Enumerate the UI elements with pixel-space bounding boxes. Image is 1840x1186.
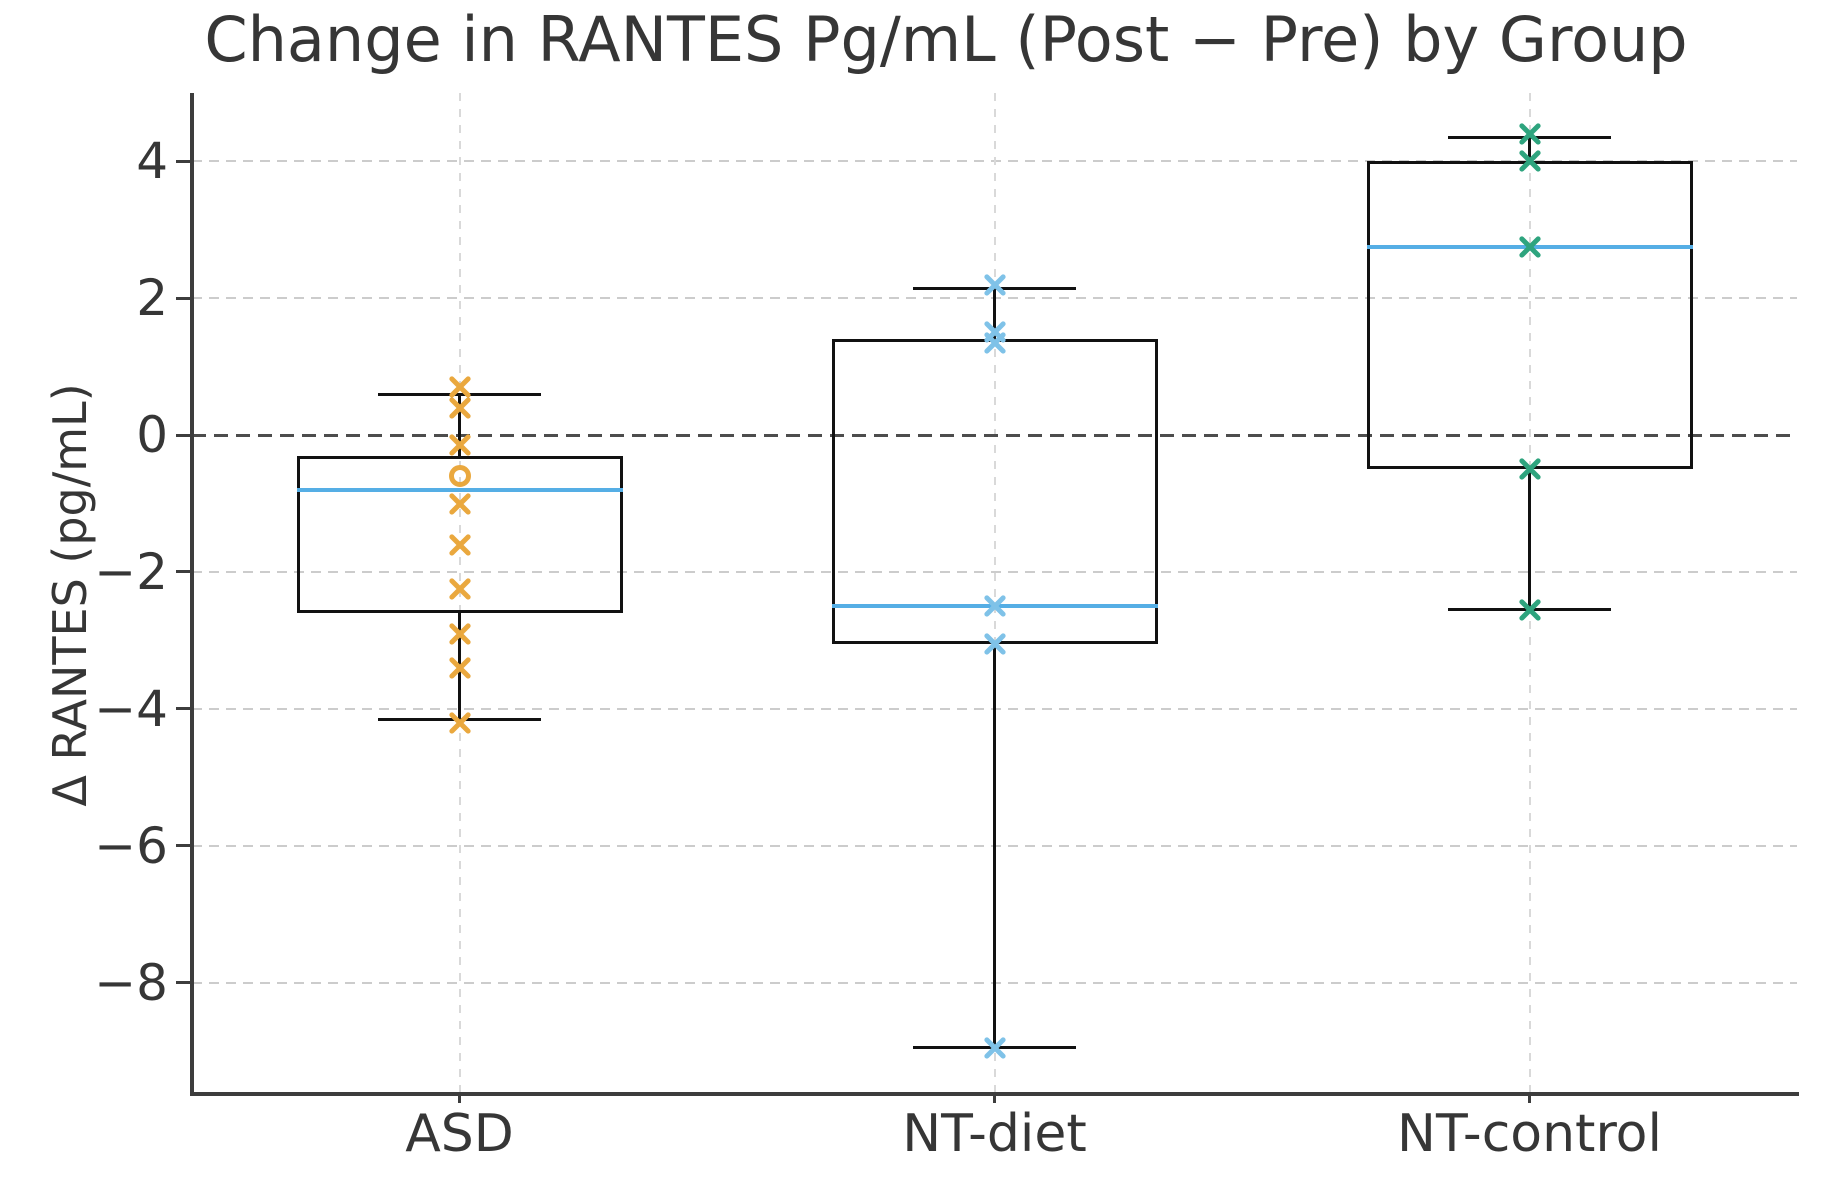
data-point-x-asd-4	[449, 534, 471, 556]
data-point-x-nt-control-0	[1519, 123, 1541, 145]
y-tick-label-2: 2	[136, 269, 168, 328]
x-tick-label-nt-control: NT-control	[1397, 1104, 1662, 1164]
data-point-x-asd-6	[449, 623, 471, 645]
data-point-x-nt-control-4	[1519, 599, 1541, 621]
data-point-x-asd-8	[449, 712, 471, 734]
y-tick-label-2: −2	[94, 542, 168, 601]
data-point-x-asd-2	[449, 434, 471, 456]
y-tick-8	[176, 981, 192, 985]
x-tick-label-nt-diet: NT-diet	[902, 1104, 1087, 1164]
data-point-x-nt-control-2	[1519, 236, 1541, 258]
x-tick-nt-control	[1528, 1092, 1531, 1103]
y-tick-4	[176, 707, 192, 711]
data-point-x-asd-3	[449, 493, 471, 515]
y-tick-label-6: −6	[94, 816, 168, 875]
lower-whisker-nt-diet	[993, 643, 996, 1048]
y-tick-label-4: −4	[94, 679, 168, 738]
y-tick-label-8: −8	[94, 953, 168, 1012]
zero-reference-line	[192, 433, 1797, 437]
chart-title: Change in RANTES Pg/mL (Post − Pre) by G…	[204, 3, 1688, 76]
y-tick-2	[176, 570, 192, 574]
data-point-x-nt-diet-5	[984, 1037, 1006, 1059]
y-tick-6	[176, 844, 192, 848]
y-tick-0	[176, 433, 192, 437]
data-point-circle-asd-0	[448, 465, 471, 488]
y-axis-spine	[190, 93, 194, 1096]
lower-whisker-nt-control	[1528, 469, 1531, 610]
data-point-x-nt-diet-0	[984, 274, 1006, 296]
y-tick-2	[176, 296, 192, 300]
x-tick-label-asd: ASD	[405, 1104, 514, 1164]
data-point-x-nt-control-3	[1519, 458, 1541, 480]
box-nt-control	[1366, 161, 1693, 470]
x-axis-spine	[190, 1092, 1799, 1096]
upper-whisker-nt-diet	[993, 288, 996, 340]
median-line-asd	[296, 487, 623, 492]
data-point-x-asd-1	[449, 397, 471, 419]
x-tick-nt-diet	[993, 1092, 996, 1103]
data-point-x-asd-0	[449, 376, 471, 398]
upper-whisker-asd	[458, 394, 461, 456]
data-point-x-nt-control-1	[1519, 150, 1541, 172]
data-point-x-asd-7	[449, 657, 471, 679]
x-tick-asd	[458, 1092, 461, 1103]
y-tick-label-0: 0	[136, 406, 168, 465]
box-asd	[296, 455, 623, 614]
data-point-x-nt-diet-3	[984, 595, 1006, 617]
x-gridline-nt-diet	[993, 93, 996, 1092]
data-point-x-asd-5	[449, 578, 471, 600]
data-point-x-nt-diet-2	[984, 332, 1006, 354]
y-tick-label-4: 4	[136, 132, 168, 191]
y-tick-4	[176, 159, 192, 163]
data-point-x-nt-diet-4	[984, 633, 1006, 655]
